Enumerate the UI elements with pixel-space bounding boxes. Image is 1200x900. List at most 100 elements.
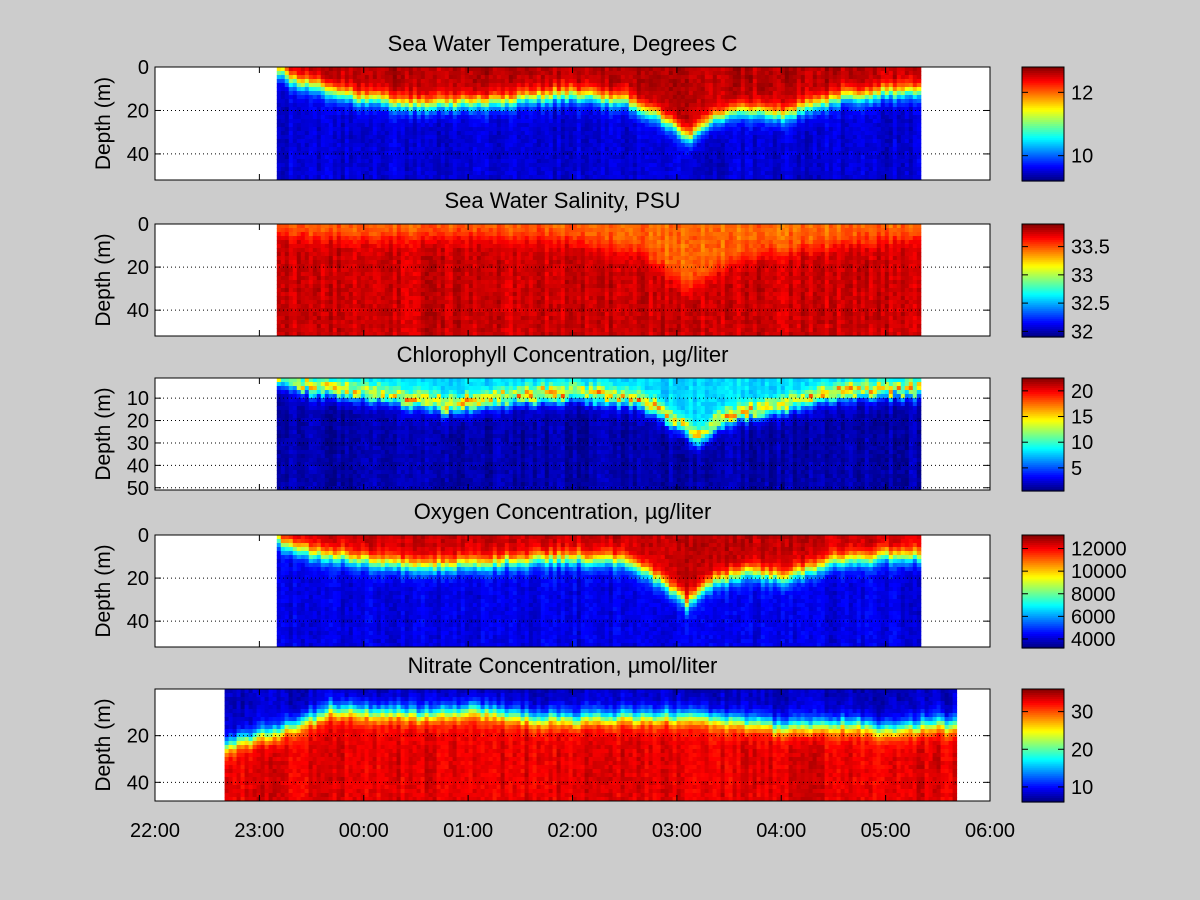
heatmap-cell xyxy=(540,159,546,164)
heatmap-cell xyxy=(540,171,546,176)
heatmap-cell xyxy=(588,99,594,104)
heatmap-cell xyxy=(300,167,306,172)
heatmap-cell xyxy=(696,115,702,120)
heatmap-cell xyxy=(776,175,782,180)
heatmap-cell xyxy=(448,119,454,124)
heatmap-cell xyxy=(328,71,334,76)
heatmap-cell xyxy=(748,79,754,84)
heatmap-cell xyxy=(760,111,766,116)
heatmap-cell xyxy=(788,91,794,96)
heatmap-cell xyxy=(708,135,714,140)
heatmap-cell xyxy=(668,79,674,84)
heatmap-cell xyxy=(708,147,714,152)
heatmap-cell xyxy=(280,83,286,88)
heatmap-cell xyxy=(404,171,410,176)
heatmap-cell xyxy=(676,151,682,156)
heatmap-cell xyxy=(844,135,850,140)
heatmap-cell xyxy=(892,147,898,152)
heatmap-cell xyxy=(400,155,406,160)
heatmap-cell xyxy=(664,143,670,148)
heatmap-cell xyxy=(328,175,334,180)
heatmap-cell xyxy=(560,99,566,104)
heatmap-cell xyxy=(704,119,710,124)
heatmap-cell xyxy=(736,171,742,176)
heatmap-cell xyxy=(752,119,758,124)
heatmap-cell xyxy=(300,224,306,229)
heatmap-cell xyxy=(640,123,646,128)
heatmap-cell xyxy=(688,103,694,108)
heatmap-cell xyxy=(500,135,506,140)
heatmap-cell xyxy=(428,143,434,148)
heatmap-cell xyxy=(440,115,446,120)
heatmap-cell xyxy=(516,71,522,76)
heatmap-cell xyxy=(348,151,354,156)
heatmap-cell xyxy=(328,143,334,148)
heatmap-cell xyxy=(432,155,438,160)
heatmap-cell xyxy=(688,119,694,124)
heatmap-cell xyxy=(684,151,690,156)
heatmap-cell xyxy=(452,75,458,80)
heatmap-cell xyxy=(664,79,670,84)
heatmap-cell xyxy=(760,127,766,132)
heatmap-cell xyxy=(676,115,682,120)
heatmap-cell xyxy=(524,79,530,84)
heatmap-cell xyxy=(340,135,346,140)
heatmap-cell xyxy=(648,131,654,136)
heatmap-cell xyxy=(836,71,842,76)
colorbar-segment xyxy=(1022,178,1064,182)
colorbar-segment xyxy=(1022,126,1064,129)
heatmap-cell xyxy=(404,107,410,112)
heatmap-cell xyxy=(832,75,838,80)
heatmap-cell xyxy=(876,163,882,168)
heatmap-cell xyxy=(524,147,530,152)
heatmap-cell xyxy=(396,131,402,136)
heatmap-cell xyxy=(828,71,834,76)
heatmap-cell xyxy=(528,67,534,72)
heatmap-cell xyxy=(760,147,766,152)
heatmap-cell xyxy=(832,91,838,96)
heatmap-cell xyxy=(688,131,694,136)
heatmap-cell xyxy=(560,79,566,84)
heatmap-cell xyxy=(840,107,846,112)
heatmap-cell xyxy=(276,280,282,285)
heatmap-cell xyxy=(400,135,406,140)
heatmap-cell xyxy=(884,139,890,144)
heatmap-cell xyxy=(644,131,650,136)
heatmap-cell xyxy=(760,79,766,84)
heatmap-cell xyxy=(400,71,406,76)
heatmap-cell xyxy=(708,163,714,168)
heatmap-cell xyxy=(708,143,714,148)
heatmap-cell xyxy=(528,127,534,132)
heatmap-cell xyxy=(360,99,366,104)
heatmap-cell xyxy=(520,151,526,156)
heatmap-cell xyxy=(572,87,578,92)
heatmap-cell xyxy=(724,143,730,148)
heatmap-cell xyxy=(868,91,874,96)
heatmap-cell xyxy=(668,119,674,124)
heatmap-cell xyxy=(756,79,762,84)
heatmap-cell xyxy=(844,131,850,136)
heatmap-cell xyxy=(652,159,658,164)
heatmap-cell xyxy=(352,67,358,72)
heatmap-cell xyxy=(464,123,470,128)
heatmap-cell xyxy=(656,139,662,144)
heatmap-cell xyxy=(652,87,658,92)
heatmap-cell xyxy=(436,79,442,84)
heatmap-cell xyxy=(392,83,398,88)
heatmap-cell xyxy=(776,103,782,108)
heatmap-cell xyxy=(824,83,830,88)
heatmap-cell xyxy=(856,143,862,148)
heatmap-cell xyxy=(856,103,862,108)
heatmap-cell xyxy=(816,151,822,156)
heatmap-cell xyxy=(832,87,838,92)
heatmap-cell xyxy=(340,87,346,92)
heatmap-cell xyxy=(816,167,822,172)
heatmap-cell xyxy=(468,99,474,104)
heatmap-cell xyxy=(468,95,474,100)
heatmap-cell xyxy=(840,67,846,72)
heatmap-cell xyxy=(784,123,790,128)
heatmap-cell xyxy=(360,95,366,100)
heatmap-cell xyxy=(748,71,754,76)
heatmap-cell xyxy=(492,131,498,136)
heatmap-cell xyxy=(496,151,502,156)
